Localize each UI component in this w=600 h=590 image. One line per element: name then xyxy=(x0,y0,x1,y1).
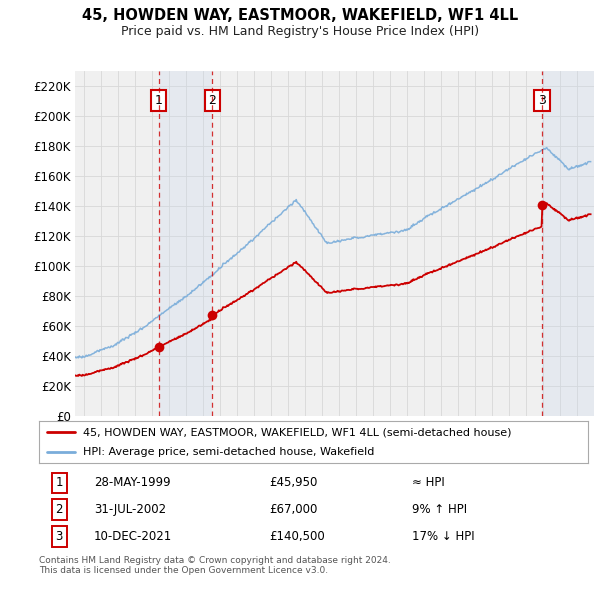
Text: 28-MAY-1999: 28-MAY-1999 xyxy=(94,477,170,490)
Text: 31-JUL-2002: 31-JUL-2002 xyxy=(94,503,166,516)
Text: £140,500: £140,500 xyxy=(269,530,325,543)
Bar xyxy=(158,71,212,416)
Text: 1: 1 xyxy=(56,477,63,490)
Text: 9% ↑ HPI: 9% ↑ HPI xyxy=(412,503,467,516)
Text: 1: 1 xyxy=(155,94,163,107)
Text: 2: 2 xyxy=(56,503,63,516)
Text: Contains HM Land Registry data © Crown copyright and database right 2024.
This d: Contains HM Land Registry data © Crown c… xyxy=(39,556,391,575)
Bar xyxy=(542,71,594,416)
Text: 17% ↓ HPI: 17% ↓ HPI xyxy=(412,530,475,543)
Text: 10-DEC-2021: 10-DEC-2021 xyxy=(94,530,172,543)
Text: HPI: Average price, semi-detached house, Wakefield: HPI: Average price, semi-detached house,… xyxy=(83,447,374,457)
Text: 3: 3 xyxy=(538,94,546,107)
Text: ≈ HPI: ≈ HPI xyxy=(412,477,445,490)
Text: 45, HOWDEN WAY, EASTMOOR, WAKEFIELD, WF1 4LL: 45, HOWDEN WAY, EASTMOOR, WAKEFIELD, WF1… xyxy=(82,8,518,22)
Text: 45, HOWDEN WAY, EASTMOOR, WAKEFIELD, WF1 4LL (semi-detached house): 45, HOWDEN WAY, EASTMOOR, WAKEFIELD, WF1… xyxy=(83,427,511,437)
Text: 2: 2 xyxy=(209,94,217,107)
Text: £45,950: £45,950 xyxy=(269,477,318,490)
Text: 3: 3 xyxy=(56,530,63,543)
Text: Price paid vs. HM Land Registry's House Price Index (HPI): Price paid vs. HM Land Registry's House … xyxy=(121,25,479,38)
Text: £67,000: £67,000 xyxy=(269,503,318,516)
